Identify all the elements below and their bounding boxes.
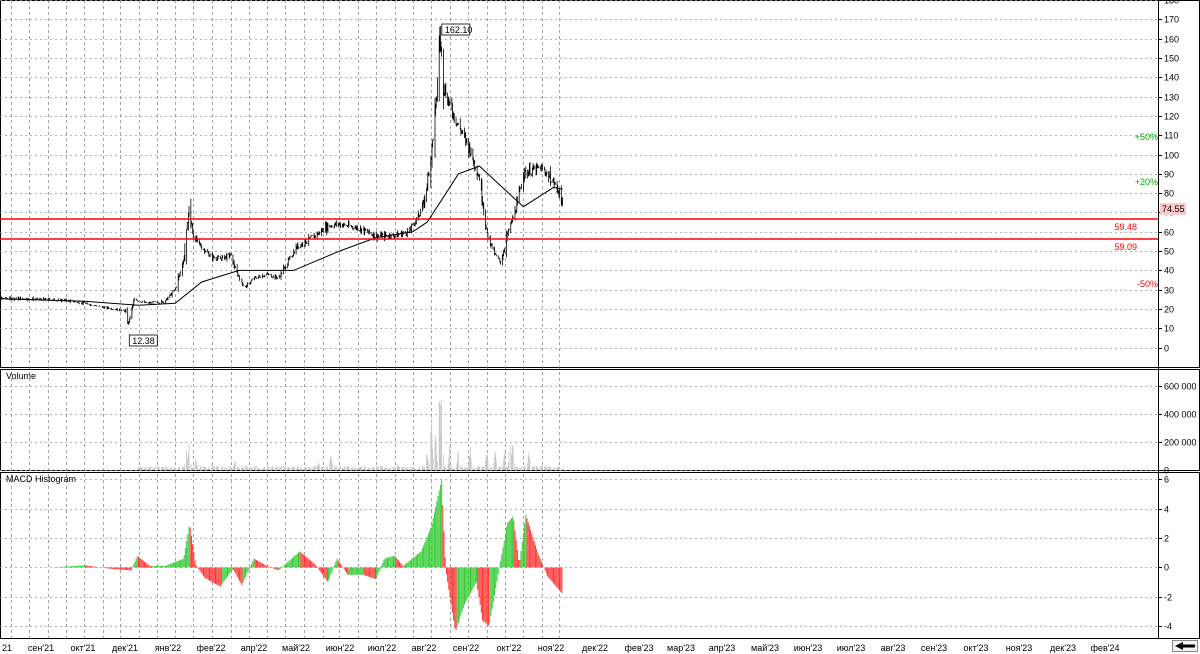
y-tick-label-price: 50 <box>1164 247 1174 257</box>
y-tick-label-macd: 0 <box>1164 563 1169 573</box>
y-tick-label-price: 110 <box>1164 131 1178 141</box>
y-tick-label-price: 150 <box>1164 54 1179 64</box>
y-tick-label-price: 60 <box>1164 228 1174 238</box>
y-tick-label-price: 100 <box>1164 151 1179 161</box>
x-month-label: сен'23 <box>921 643 947 653</box>
y-tick-label-price: 160 <box>1164 35 1179 45</box>
x-month-label: апр'23 <box>709 643 736 653</box>
percent-label: -50% <box>1137 279 1158 289</box>
chart-grid <box>0 0 1158 638</box>
annotation-box <box>441 23 471 36</box>
y-tick-label-price: 80 <box>1164 189 1174 199</box>
scroll-left-button[interactable] <box>1172 640 1198 652</box>
x-month-label: дек'22 <box>582 643 608 653</box>
percent-label: +20% <box>1135 177 1158 187</box>
x-month-label: авг'23 <box>881 643 906 653</box>
moving-average-line <box>0 165 563 306</box>
y-tick-label-macd: 2 <box>1164 534 1169 544</box>
x-month-label: сен'22 <box>453 643 479 653</box>
panel-border-macd <box>0 472 1200 639</box>
panel-border-vol <box>0 369 1200 471</box>
x-month-label: май'22 <box>282 643 310 653</box>
y-tick-label-price: 10 <box>1164 324 1174 334</box>
y-tick-label-macd: -2 <box>1164 593 1172 603</box>
x-month-label: дек'21 <box>112 643 138 653</box>
last-price-label: 74.55 <box>1162 204 1185 214</box>
x-month-label: фев'24 <box>1091 643 1120 653</box>
y-tick-label-vol: 200 000 <box>1164 438 1197 448</box>
y-tick-label-price: 120 <box>1164 112 1179 122</box>
x-month-label: янв'22 <box>155 643 181 653</box>
y-tick-label-vol: 0 <box>1164 466 1169 476</box>
annotation-label: 12.38 <box>132 336 155 346</box>
price-panel: 59.48 59.09 +50% +20% -50% 162.10 12.38 <box>0 23 1158 347</box>
volume-panel-title: Volume <box>6 371 36 381</box>
x-month-label: июл'23 <box>837 643 866 653</box>
x-month-label: июл'22 <box>368 643 397 653</box>
arrow-left-icon <box>1175 642 1195 650</box>
y-tick-label-price: 30 <box>1164 286 1174 296</box>
x-month-label: ноя'23 <box>1006 643 1033 653</box>
y-tick-label-price: 90 <box>1164 170 1174 180</box>
level-label: 59.48 <box>1114 222 1137 232</box>
x-month-label: фев'22 <box>197 643 226 653</box>
y-tick-label-price: 180 <box>1164 0 1179 6</box>
y-tick-label-price: 140 <box>1164 73 1179 83</box>
percent-label: +50% <box>1135 132 1158 142</box>
x-month-label: май'23 <box>751 643 779 653</box>
x-month-label: июн'22 <box>326 643 354 653</box>
x-month-label: авг'22 <box>412 643 437 653</box>
x-month-label: окт'21 <box>71 643 96 653</box>
level-label: 59.09 <box>1114 242 1137 252</box>
y-tick-label-macd: 4 <box>1164 505 1169 515</box>
last-price-tag <box>1160 203 1186 215</box>
y-tick-label-price: 130 <box>1164 93 1179 103</box>
y-tick-label-price: 170 <box>1164 15 1179 25</box>
y-tick-label-macd: -4 <box>1164 622 1172 632</box>
x-month-label: 21 <box>2 643 12 653</box>
y-tick-label-vol: 600 000 <box>1164 382 1197 392</box>
y-tick-label-vol: 400 000 <box>1164 410 1197 420</box>
x-month-label: ноя'22 <box>538 643 565 653</box>
y-tick-label-price: 40 <box>1164 266 1174 276</box>
macd-panel <box>53 479 563 631</box>
y-tick-label-price: 0 <box>1164 344 1169 354</box>
y-tick-label-macd: 6 <box>1164 475 1169 485</box>
chart-frame <box>0 0 1200 639</box>
x-month-label: июн'23 <box>794 643 822 653</box>
annotation-box <box>128 334 158 347</box>
y-tick-label-price: 20 <box>1164 305 1174 315</box>
volume-panel <box>138 399 563 470</box>
x-month-label: дек'23 <box>1050 643 1076 653</box>
panel-border-price <box>0 0 1200 368</box>
x-month-label: апр'22 <box>241 643 268 653</box>
x-month-label: окт'23 <box>964 643 989 653</box>
x-month-label: мар'23 <box>667 643 695 653</box>
annotation-label: 162.10 <box>445 25 473 35</box>
x-month-label: окт'22 <box>497 643 522 653</box>
x-month-label: сен'21 <box>28 643 54 653</box>
macd-panel-title: MACD Histogram <box>6 474 76 484</box>
x-month-label: фев'23 <box>625 643 654 653</box>
